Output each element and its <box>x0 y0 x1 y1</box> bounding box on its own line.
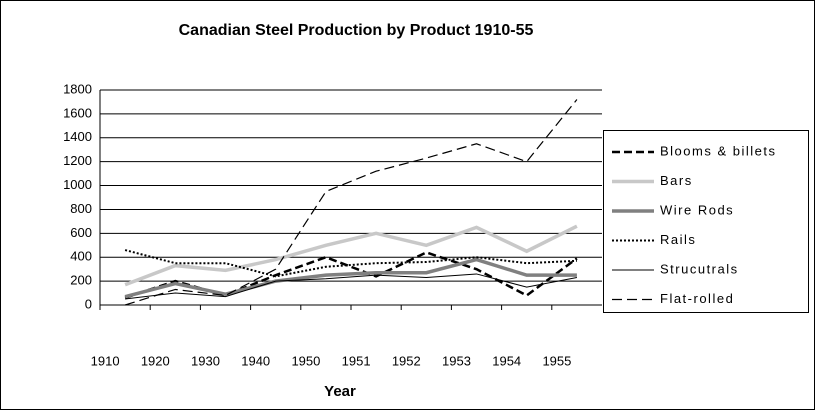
y-tick-label: 1200 <box>63 153 92 168</box>
y-tick-label: 400 <box>70 249 92 264</box>
y-tick-label: 1000 <box>63 177 92 192</box>
legend-label: Strucutrals <box>660 261 739 276</box>
x-tick-label: 1952 <box>392 353 421 368</box>
x-tick-label: 1920 <box>141 353 170 368</box>
y-tick-label: 600 <box>70 225 92 240</box>
y-tick-label: 0 <box>85 296 92 311</box>
x-tick-label: 1954 <box>492 353 521 368</box>
legend-label: Rails <box>660 232 696 247</box>
x-tick-label: 1910 <box>91 353 120 368</box>
x-tick-label: 1953 <box>442 353 471 368</box>
x-tick-label: 1930 <box>191 353 220 368</box>
y-tick-label: 800 <box>70 201 92 216</box>
legend-label: Wire Rods <box>660 202 734 217</box>
series-line <box>125 273 577 300</box>
series-line <box>124 257 577 299</box>
legend-label: Bars <box>660 173 693 188</box>
y-tick-label: 1800 <box>63 81 92 96</box>
x-tick-label: 1951 <box>342 353 371 368</box>
y-tick-label: 1400 <box>63 129 92 144</box>
legend-label: Blooms & billets <box>660 143 776 158</box>
series-line <box>124 99 578 306</box>
y-tick-label: 1600 <box>63 105 92 120</box>
series-line <box>124 224 578 287</box>
chart-title: Canadian Steel Production by Product 191… <box>179 22 534 39</box>
y-tick-label: 200 <box>70 273 92 288</box>
series-line <box>124 249 577 278</box>
x-axis-label: Year <box>324 383 356 400</box>
x-tick-label: 1940 <box>241 353 270 368</box>
legend-box <box>603 130 809 313</box>
x-tick-label: 1955 <box>542 353 571 368</box>
legend-label: Flat-rolled <box>660 291 734 306</box>
x-tick-label: 1950 <box>291 353 320 368</box>
